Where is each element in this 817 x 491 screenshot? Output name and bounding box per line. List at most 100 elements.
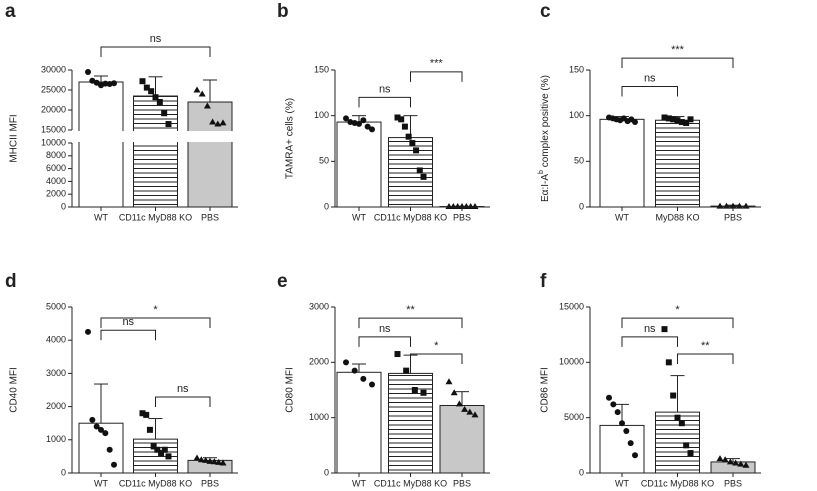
significance-label: ** [406, 304, 415, 316]
data-point [401, 123, 408, 130]
significance-bracket [410, 71, 463, 82]
y-tick-label: 2000 [309, 357, 329, 367]
data-point [111, 461, 117, 468]
data-point [398, 116, 405, 123]
data-point [445, 378, 453, 385]
significance-bracket [677, 353, 734, 365]
data-point [416, 167, 423, 174]
data-point [364, 123, 371, 130]
panel-letter: f [540, 271, 547, 292]
y-axis-label: CD40 MFI [9, 367, 20, 413]
data-point [139, 78, 146, 85]
data-point [85, 328, 91, 335]
significance-bracket [621, 336, 678, 347]
panel-letter: a [5, 1, 16, 22]
y-tick-label: 150 [314, 64, 329, 74]
data-point [106, 446, 113, 453]
y-tick-label: 8000 [46, 150, 66, 160]
significance-bracket [621, 57, 734, 69]
data-point [405, 133, 412, 140]
x-tick-label: WT [94, 212, 108, 222]
significance-label: ns [644, 72, 656, 84]
bar [336, 371, 382, 474]
data-point [343, 115, 349, 122]
data-point [369, 126, 375, 133]
significance-bracket [358, 96, 411, 108]
data-point [206, 457, 214, 464]
data-point [732, 459, 740, 466]
data-point [721, 456, 729, 463]
data-point [219, 119, 227, 126]
data-point [737, 460, 745, 467]
data-point [150, 443, 157, 450]
y-tick-label: 0 [324, 467, 329, 477]
data-point [156, 99, 163, 106]
data-point [102, 430, 109, 437]
data-point [139, 410, 146, 417]
data-point [394, 114, 401, 121]
y-axis-label-part: Eα:I-A [540, 174, 551, 202]
data-point [471, 411, 479, 418]
y-axis-label: CD80 MFI [285, 367, 296, 413]
data-point [670, 392, 677, 399]
data-point [466, 408, 474, 415]
data-point [420, 389, 427, 396]
y-axis-label: Eα:I-Ab complex positive (%) [538, 75, 551, 202]
x-tick-label: CD11c MyD88 KO [119, 478, 192, 488]
data-point [351, 367, 358, 374]
bar [78, 81, 124, 208]
data-point [219, 459, 227, 466]
data-point [413, 147, 420, 154]
data-point [411, 387, 418, 393]
y-tick-label: 6000 [46, 163, 66, 173]
data-point [450, 389, 458, 396]
bar [655, 119, 700, 208]
data-point [674, 414, 681, 421]
data-point [394, 351, 401, 358]
x-tick-label: CD11c MyD88 KO [641, 478, 714, 488]
significance-bracket [621, 317, 734, 329]
significance-label: ** [701, 340, 710, 352]
x-tick-label: CD11c MyD88 KO [374, 478, 447, 488]
y-axis-label-part: complex positive (%) [540, 75, 551, 170]
data-point [143, 411, 150, 418]
data-point [356, 120, 362, 127]
bar [655, 411, 700, 474]
data-point [202, 456, 210, 463]
panel-letter: e [277, 271, 288, 292]
data-point [154, 446, 161, 453]
y-tick-label: 100 [569, 110, 584, 120]
data-point [369, 381, 375, 388]
data-point [161, 446, 168, 453]
bar [599, 424, 645, 474]
data-point [146, 426, 153, 433]
y-tick-label: 0 [579, 201, 584, 211]
y-tick-label: 1000 [309, 412, 329, 422]
data-point [420, 173, 427, 180]
data-point [661, 326, 668, 333]
data-point [606, 394, 612, 401]
data-point [632, 452, 638, 459]
data-point [193, 454, 201, 461]
y-tick-label: 0 [579, 467, 584, 477]
data-point [742, 461, 750, 468]
panel-letter: b [277, 1, 289, 22]
y-tick-label: 5000 [564, 412, 584, 422]
significance-bracket [100, 46, 211, 57]
x-tick-label: PBS [453, 212, 471, 222]
significance-label: ns [122, 316, 134, 328]
axis-break-gap [64, 131, 240, 143]
significance-label: ns [379, 83, 391, 95]
y-tick-label: 4000 [46, 176, 66, 186]
significance-bracket [358, 317, 463, 329]
data-point [726, 458, 734, 465]
x-tick-label: CD11c MyD88 KO [119, 212, 192, 222]
data-point [111, 80, 117, 87]
significance-label: *** [430, 58, 444, 70]
bar [336, 121, 382, 208]
y-axis-label: CD86 MFI [540, 367, 551, 413]
x-tick-label: WT [615, 478, 629, 488]
data-point [455, 400, 463, 407]
data-point [614, 409, 621, 416]
